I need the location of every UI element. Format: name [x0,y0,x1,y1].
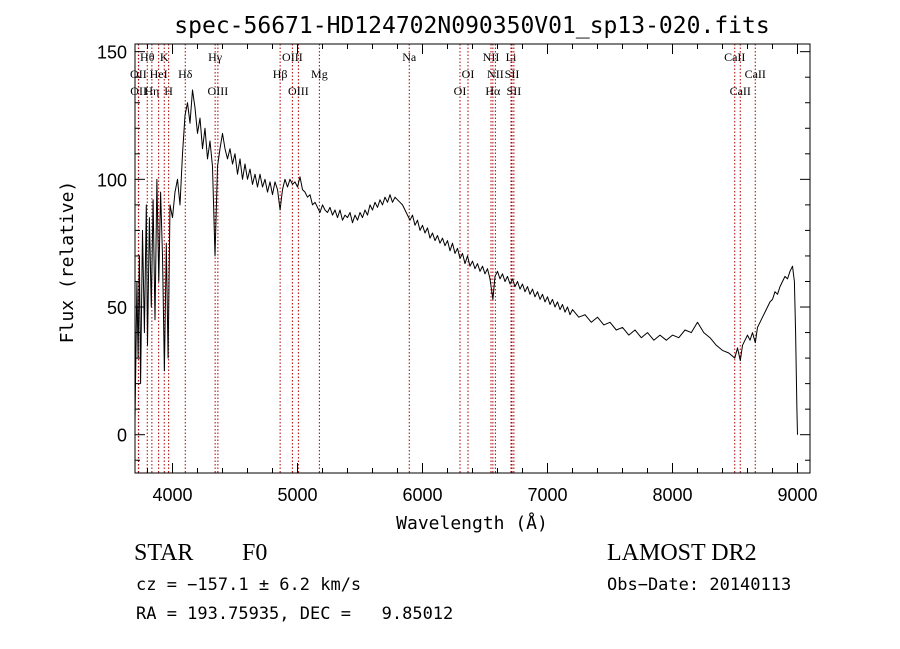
spectral-line-label: HeI [150,67,168,81]
spectral-line-label: Mg [311,67,328,81]
y-tick-label: 0 [117,426,127,446]
spectral-line-label: Hβ [273,67,288,81]
x-axis-label: Wavelength (Å) [396,512,548,534]
spectral-line-label: OII [130,84,147,98]
ra-dec-coordinates: RA = 193.75935, DEC = 9.85012 [136,604,454,624]
spectral-line-label: OIII [288,84,309,98]
spectral-line-label: SII [507,84,522,98]
spectral-line-label: Li [506,50,517,64]
spectral-line-label: CaII [730,84,751,98]
spectral-line-label: OI [454,84,467,98]
spectral-line-label: Hθ [140,50,155,64]
x-tick-label: 7000 [527,485,567,505]
object-subclass: F0 [242,540,268,566]
x-tick-label: 4000 [152,485,192,505]
spectral-line-label: OII [130,67,147,81]
x-tick-label: 9000 [777,485,817,505]
x-tick-label: 6000 [402,485,442,505]
spectrum-series-line [134,89,798,435]
spectral-line-label: SII [505,67,520,81]
y-tick-label: 100 [97,170,127,190]
y-axis-label: Flux (relative) [57,181,78,344]
spectral-line-label: OIII [282,50,303,64]
spectral-line-label: Hγ [208,50,223,64]
chart-title: spec-56671-HD124702N090350V01_sp13-020.f… [174,13,769,39]
x-tick-label: 8000 [652,485,692,505]
observation-date: Obs−Date: 20140113 [607,575,792,595]
x-tick-label: 5000 [277,485,317,505]
survey-name: LAMOST DR2 [607,540,757,566]
plot-frame [134,43,811,474]
y-tick-label: 50 [107,298,127,318]
spectral-line-label: NII [483,50,500,64]
spectral-line-label: H [164,84,173,98]
spectral-line-label: K [160,50,169,64]
spectral-line-label: CaII [724,50,745,64]
redshift-velocity: cz = −157.1 ± 6.2 km/s [136,575,362,595]
spectral-line-label: CaII [745,67,766,81]
spectral-line-label: Hη [144,84,159,98]
spectral-line-label: NII [487,67,504,81]
spectral-line-label: Na [402,50,417,64]
spectral-line-label: OIII [208,84,229,98]
spectral-line-label: OI [462,67,475,81]
spectral-line-label: Hα [485,84,501,98]
y-tick-label: 150 [97,43,127,63]
object-class: STAR [134,540,194,566]
spectral-line-label: Hδ [178,67,193,81]
